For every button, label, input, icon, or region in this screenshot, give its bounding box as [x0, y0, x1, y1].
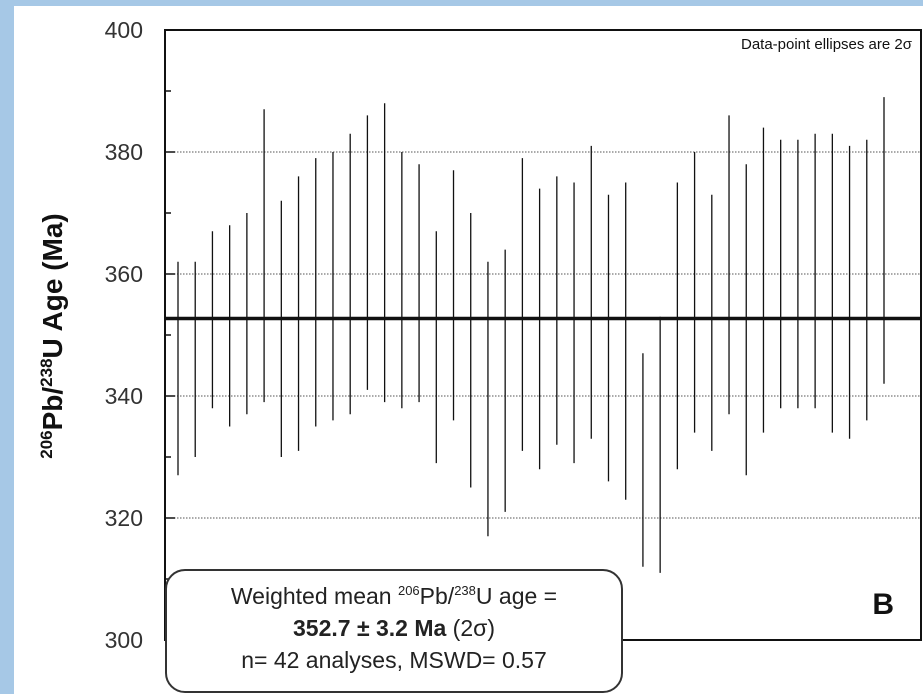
tick-label-320: 320: [105, 505, 143, 531]
y-axis-ticks: [165, 29, 175, 641]
tick-label-300: 300: [105, 627, 143, 653]
y-label-iso2-mass: 238: [37, 358, 56, 386]
tick-label-380: 380: [105, 139, 143, 165]
y-label-iso1-mass: 206: [37, 430, 56, 458]
error-bars: [177, 97, 885, 573]
y-axis-label: 206Pb/238U Age (Ma): [37, 213, 68, 459]
weighted-mean-value: 352.7 ± 3.2 Ma: [293, 615, 447, 641]
grid-lines: [165, 151, 921, 519]
tick-label-340: 340: [105, 383, 143, 409]
panel-label: B: [872, 588, 894, 621]
y-label-iso1-element: Pb: [37, 395, 68, 431]
y-label-iso2-element: U Age (Ma): [37, 213, 68, 358]
tick-label-360: 360: [105, 261, 143, 287]
age-chart: 300 320 340 360 380 400 Data-point ellipses a…: [37, 17, 922, 653]
plot-frame: [164, 29, 922, 641]
weighted-mean-summary: Weighted mean 206Pb/238U age = 352.7 ± 3…: [165, 569, 623, 693]
ellipse-note: Data-point ellipses are 2σ: [741, 36, 913, 53]
y-axis-tick-labels: 300 320 340 360 380 400: [105, 17, 143, 653]
tick-label-400: 400: [105, 17, 143, 43]
summary-line-1: Weighted mean 206Pb/238U age =: [230, 583, 558, 609]
summary-line-2: 352.7 ± 3.2 Ma (2σ): [293, 615, 495, 641]
figure-stage: 300 320 340 360 380 400 Data-point ellipses a…: [14, 6, 923, 694]
summary-line-3: n= 42 analyses, MSWD= 0.57: [241, 647, 547, 673]
